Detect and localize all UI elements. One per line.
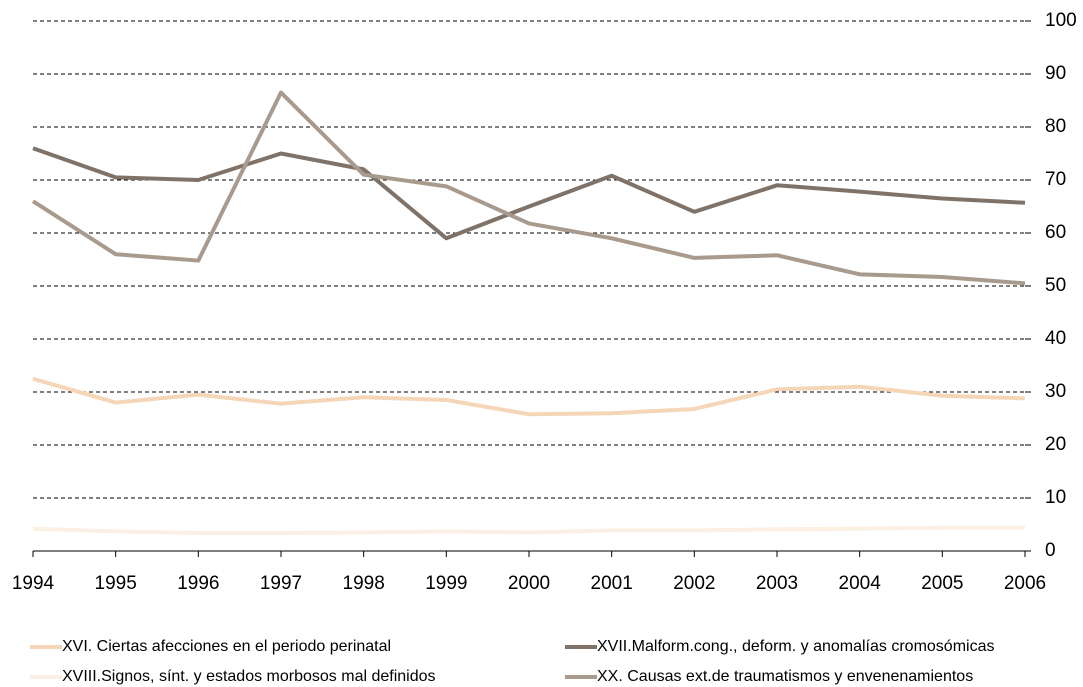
x-tick-label: 2002 xyxy=(673,573,715,594)
y-tick-label: 90 xyxy=(1045,63,1066,84)
line-series xyxy=(32,376,1026,417)
y-tick-label: 70 xyxy=(1045,169,1066,190)
y-tick-label: 30 xyxy=(1045,381,1066,402)
y-tick-label: 40 xyxy=(1045,328,1066,349)
y-tick-label: 60 xyxy=(1045,222,1066,243)
y-tick-label: 80 xyxy=(1045,116,1066,137)
y-tick-label: 20 xyxy=(1045,434,1066,455)
line-series xyxy=(31,90,1026,286)
legend-label: XVII.Malform.cong., deform. y anomalías … xyxy=(597,638,994,655)
x-tick-label: 2000 xyxy=(508,573,550,594)
y-tick-label: 50 xyxy=(1045,275,1066,296)
x-tick-label: 2005 xyxy=(921,573,963,594)
x-tick-label: 1997 xyxy=(260,573,302,594)
x-tick-label: 2003 xyxy=(756,573,798,594)
line-series xyxy=(32,525,1025,535)
x-tick-label: 2004 xyxy=(839,573,882,594)
line-series xyxy=(32,146,1026,241)
x-tick-label: 2001 xyxy=(591,573,633,594)
x-tick-label: 1999 xyxy=(425,573,467,594)
y-tick-label: 10 xyxy=(1045,487,1066,508)
x-tick-label: 2006 xyxy=(1004,573,1046,594)
legend-label: XVIII.Signos, sínt. y estados morbosos m… xyxy=(62,668,436,685)
y-tick-label: 100 xyxy=(1045,10,1077,31)
x-tick-label: 1995 xyxy=(95,573,137,594)
legend-label: XX. Causas ext.de traumatismos y envenen… xyxy=(597,668,973,685)
x-tick-label: 1998 xyxy=(343,573,385,594)
x-tick-label: 1994 xyxy=(12,573,55,594)
legend-label: XVI. Ciertas afecciones en el periodo pe… xyxy=(62,638,391,655)
x-tick-label: 1996 xyxy=(177,573,219,594)
y-tick-label: 0 xyxy=(1045,540,1056,561)
